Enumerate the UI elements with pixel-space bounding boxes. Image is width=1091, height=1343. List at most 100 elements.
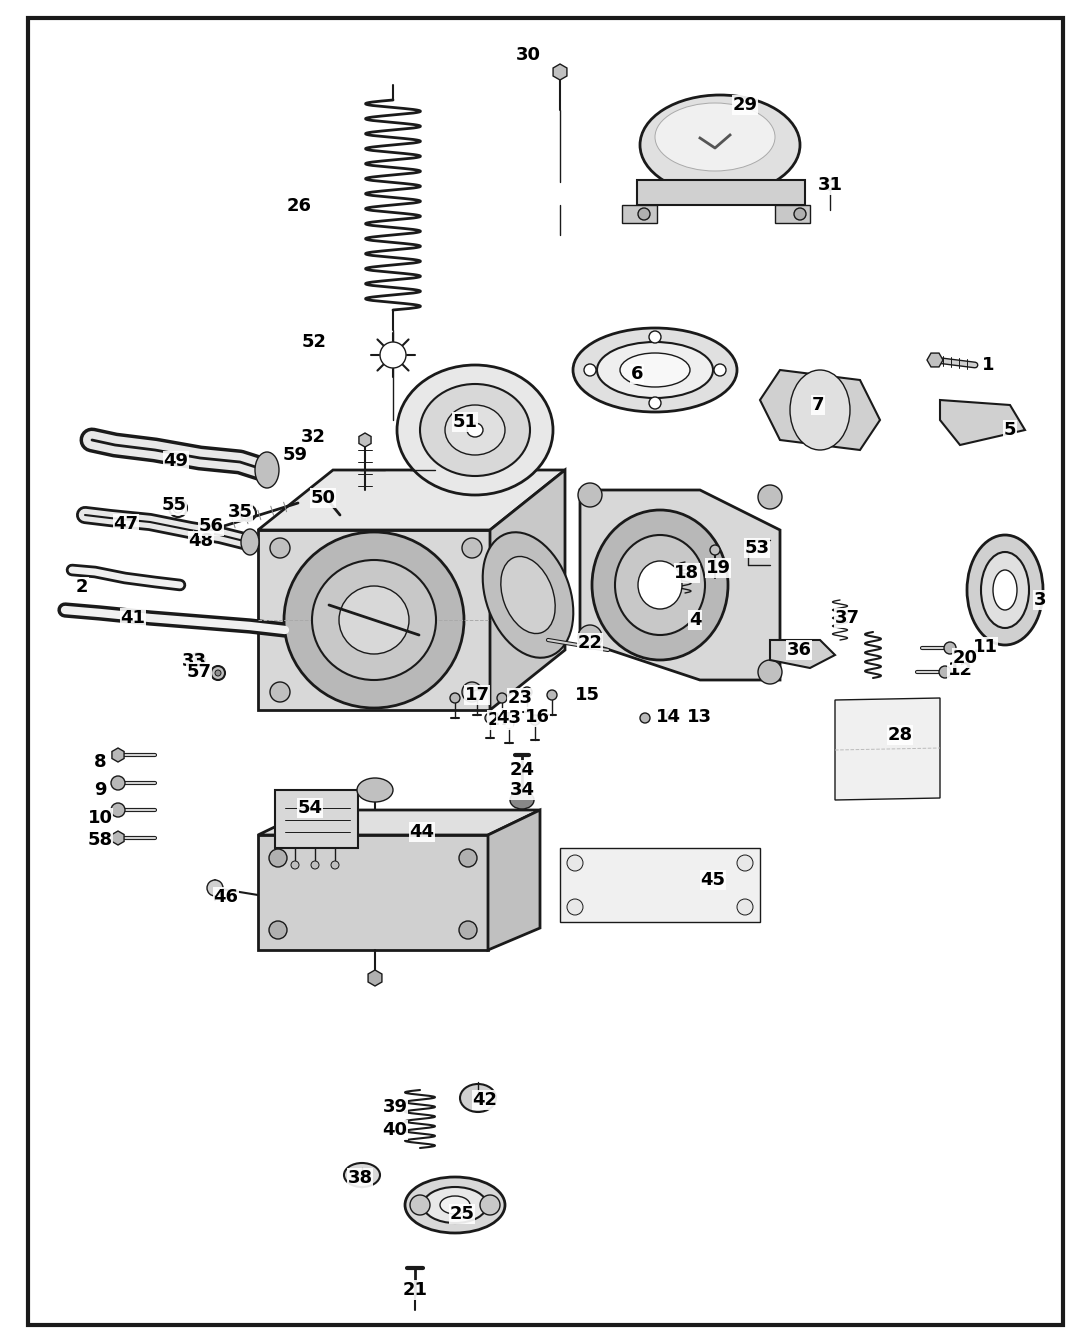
Text: 59: 59	[283, 446, 308, 463]
Circle shape	[567, 855, 583, 872]
Ellipse shape	[967, 535, 1043, 645]
Ellipse shape	[420, 384, 530, 475]
Circle shape	[530, 714, 540, 725]
Circle shape	[459, 921, 477, 939]
Text: 32: 32	[300, 428, 325, 446]
Circle shape	[111, 803, 125, 817]
Circle shape	[472, 690, 482, 700]
Text: 28: 28	[887, 727, 912, 744]
Circle shape	[410, 1195, 430, 1215]
Polygon shape	[257, 835, 488, 950]
Circle shape	[269, 849, 287, 868]
Circle shape	[191, 653, 205, 667]
Text: 40: 40	[383, 1121, 408, 1139]
Polygon shape	[770, 641, 835, 667]
Ellipse shape	[638, 561, 682, 608]
Polygon shape	[760, 371, 880, 450]
Polygon shape	[637, 180, 805, 205]
Circle shape	[578, 483, 602, 508]
Circle shape	[794, 208, 806, 220]
Text: 30: 30	[516, 46, 540, 64]
Text: 50: 50	[311, 489, 336, 508]
Text: 22: 22	[577, 634, 602, 651]
Text: 33: 33	[181, 651, 206, 670]
Polygon shape	[112, 831, 124, 845]
Text: 53: 53	[744, 539, 769, 557]
Ellipse shape	[284, 532, 464, 708]
Ellipse shape	[620, 353, 690, 387]
Circle shape	[738, 855, 753, 872]
Text: 26: 26	[287, 197, 312, 215]
Circle shape	[584, 364, 596, 376]
Text: 1: 1	[982, 356, 994, 373]
Text: 18: 18	[674, 564, 699, 582]
Text: 7: 7	[812, 396, 824, 414]
Ellipse shape	[640, 95, 800, 195]
Text: 31: 31	[817, 176, 842, 193]
Text: 21: 21	[403, 1281, 428, 1299]
Circle shape	[649, 398, 661, 410]
Circle shape	[207, 880, 223, 896]
Text: 29: 29	[732, 95, 757, 114]
Ellipse shape	[592, 510, 728, 659]
Circle shape	[331, 861, 339, 869]
Ellipse shape	[339, 586, 409, 654]
Polygon shape	[368, 970, 382, 986]
Text: 54: 54	[298, 799, 323, 817]
Circle shape	[649, 330, 661, 342]
Circle shape	[944, 642, 956, 654]
Text: 34: 34	[509, 782, 535, 799]
Circle shape	[485, 713, 495, 723]
Circle shape	[640, 713, 650, 723]
Polygon shape	[940, 400, 1026, 445]
Text: 43: 43	[496, 709, 521, 727]
Ellipse shape	[597, 342, 714, 398]
Text: 56: 56	[199, 517, 224, 535]
Ellipse shape	[790, 371, 850, 450]
Ellipse shape	[445, 406, 505, 455]
Ellipse shape	[440, 1197, 470, 1214]
Text: 37: 37	[835, 608, 860, 627]
Circle shape	[738, 898, 753, 915]
Circle shape	[269, 539, 290, 557]
Polygon shape	[112, 748, 124, 761]
Circle shape	[825, 180, 835, 189]
Polygon shape	[257, 810, 540, 835]
Circle shape	[578, 624, 602, 649]
Text: 44: 44	[409, 823, 434, 841]
Circle shape	[195, 657, 201, 663]
Text: 41: 41	[120, 608, 145, 627]
Text: 13: 13	[686, 708, 711, 727]
Text: 48: 48	[189, 532, 214, 551]
Text: 38: 38	[347, 1168, 372, 1187]
Polygon shape	[835, 698, 940, 800]
Text: 52: 52	[301, 333, 326, 351]
Text: 46: 46	[214, 888, 239, 907]
Circle shape	[459, 849, 477, 868]
Ellipse shape	[397, 365, 553, 496]
Text: 20: 20	[952, 649, 978, 667]
Polygon shape	[622, 205, 657, 223]
Circle shape	[521, 688, 532, 697]
Text: 15: 15	[575, 686, 599, 704]
Circle shape	[380, 342, 406, 368]
Circle shape	[667, 710, 678, 720]
Ellipse shape	[993, 569, 1017, 610]
Text: 36: 36	[787, 641, 812, 659]
Ellipse shape	[255, 453, 279, 488]
Ellipse shape	[655, 103, 775, 171]
Ellipse shape	[467, 423, 483, 436]
Text: 25: 25	[449, 1205, 475, 1223]
Text: 42: 42	[472, 1091, 497, 1109]
Ellipse shape	[482, 532, 573, 658]
Circle shape	[269, 921, 287, 939]
Circle shape	[461, 539, 482, 557]
Text: 45: 45	[700, 872, 726, 889]
Polygon shape	[553, 64, 567, 81]
Circle shape	[269, 682, 290, 702]
Text: 23: 23	[507, 689, 532, 706]
Polygon shape	[560, 847, 760, 923]
Text: 27: 27	[488, 710, 513, 729]
Circle shape	[547, 690, 558, 700]
Text: 24: 24	[509, 761, 535, 779]
